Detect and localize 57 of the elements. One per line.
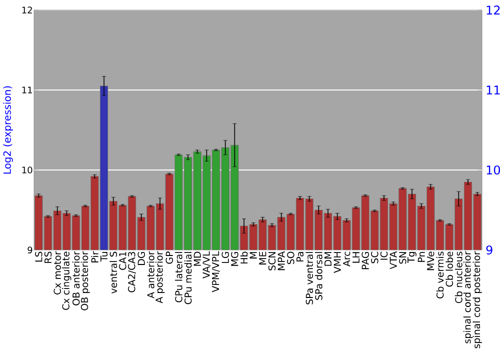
x-tick-label: Tg <box>408 252 416 264</box>
x-tick-label: OB anterior <box>72 251 80 306</box>
x-tick-label: CPu lateral <box>174 252 182 302</box>
x-tick-label: MVe <box>427 252 434 270</box>
x-tick-label: OB posterior <box>80 251 90 310</box>
x-tick-label: Pir <box>91 251 98 262</box>
x-tick-label: DG <box>138 252 145 265</box>
x-tick-label: M <box>250 252 257 258</box>
y2-tick-label: 9 <box>486 245 492 255</box>
x-tick-label: ventral S <box>110 252 118 294</box>
x-tick-label: Cb nucleus <box>454 252 462 304</box>
x-tick-label: CA1 <box>119 252 126 270</box>
y-tick-label: 11 <box>22 86 32 94</box>
x-tick-label: MPA <box>278 251 285 270</box>
x-tick-label: GP <box>166 252 173 264</box>
x-tick-label: DM <box>324 252 332 266</box>
y-tick-label: 10 <box>22 166 32 174</box>
y-axis-title: Log2 (expression) <box>3 86 13 174</box>
x-tick-label: PAG <box>362 252 369 270</box>
x-tick-label: SO <box>287 252 294 264</box>
x-tick-label: Cb lobe <box>446 252 454 287</box>
x-tick-label: SPa dorsal <box>314 252 322 300</box>
y-tick-label: 9 <box>28 246 32 254</box>
x-tick-label: MD <box>194 252 201 266</box>
x-tick-label: spinal cord posterior <box>472 251 482 348</box>
x-tick-label: A posterior <box>155 251 165 304</box>
y2-tick-label: 12 <box>486 6 500 14</box>
y2-tick-label: 10 <box>486 165 500 175</box>
x-tick-label: VPM/VPL <box>212 251 220 292</box>
y2-tick-label: 11 <box>486 86 500 94</box>
x-tick-label: Pa <box>296 252 304 262</box>
x-tick-label: CPu medial <box>184 252 192 304</box>
x-tick-label: LH <box>352 252 360 263</box>
y-tick-label: 12 <box>22 6 32 14</box>
x-tick-label: CA2/CA3 <box>128 252 136 292</box>
x-tick-label: VA/VL <box>202 251 211 278</box>
x-tick-label: ME <box>259 252 266 264</box>
x-tick-label: SN <box>399 252 406 264</box>
x-tick-label: spinal cord anterior <box>463 251 473 344</box>
x-tick-label: VTA <box>390 251 397 270</box>
x-tick-label: Cx cingulate <box>62 252 72 310</box>
x-tick-label: LG <box>222 252 229 263</box>
x-tick-label: MG <box>231 252 238 266</box>
x-tick-label: IC <box>380 252 388 260</box>
x-tick-label: Pn <box>418 252 425 262</box>
x-tick-label: SCN <box>268 252 276 270</box>
x-tick-label: Cx motor <box>54 251 61 294</box>
x-tick-label: VMH <box>334 252 341 273</box>
x-tick-label: SPa ventral <box>306 252 314 304</box>
x-tick-label: RS <box>44 252 52 263</box>
x-tick-label: Tu <box>100 252 108 262</box>
x-tick-label: SC <box>371 252 378 264</box>
x-tick-label: A anterior <box>147 251 154 298</box>
x-tick-label: Hb <box>240 252 248 264</box>
x-tick-label: Cb vermis <box>436 252 444 298</box>
x-tick-label: Arc <box>343 252 350 267</box>
x-tick-label: LS <box>35 252 42 262</box>
